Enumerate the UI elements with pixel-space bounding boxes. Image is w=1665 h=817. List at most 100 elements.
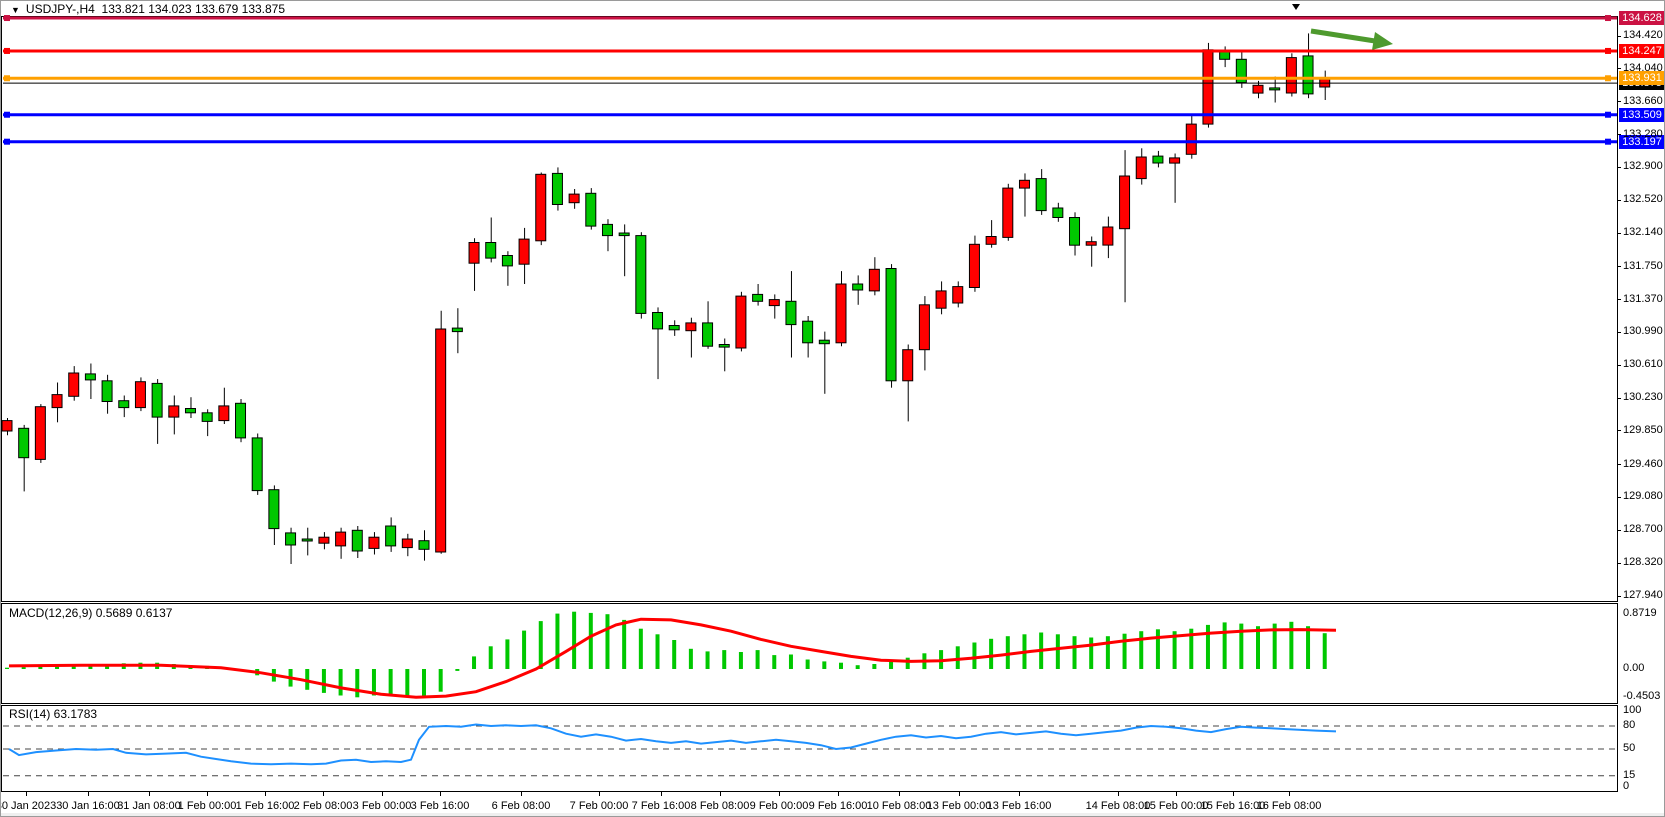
rsi-level-label: 50: [1623, 742, 1636, 754]
macd-histogram-bar: [88, 665, 93, 669]
candle-body: [1002, 187, 1014, 238]
candle-body: [268, 489, 280, 530]
macd-histogram-bar: [505, 639, 510, 669]
time-tick-label: 1 Feb 16:00: [235, 800, 295, 812]
price-tick-mark: [1617, 563, 1621, 564]
time-tick-mark: [149, 792, 150, 796]
hline-handle-right[interactable]: [1605, 75, 1611, 82]
hline-handle-left[interactable]: [4, 111, 10, 118]
time-tick-mark: [265, 792, 266, 796]
macd-pane[interactable]: [1, 603, 1665, 704]
candle-body: [51, 394, 63, 409]
hline-handle-left[interactable]: [4, 47, 10, 54]
candle-body: [601, 223, 613, 237]
candle-body: [435, 328, 447, 553]
time-tick-label: 7 Feb 00:00: [569, 800, 629, 812]
macd-histogram-bar: [388, 669, 393, 697]
price-tick-mark: [1617, 134, 1621, 135]
price-tick-mark: [1617, 68, 1621, 69]
macd-histogram-bar: [522, 630, 527, 669]
window-bottom-edge: [1, 813, 1664, 816]
time-tick-label: 15 Feb 00:00: [1143, 800, 1209, 812]
time-tick-label: 2 Feb 08:00: [293, 800, 353, 812]
chart-title: ▼ USDJPY-,H4 133.821 134.023 133.679 133.…: [11, 2, 285, 16]
candle-body: [1169, 157, 1181, 164]
macd-histogram-bar: [638, 628, 643, 669]
time-axis: [1, 792, 1664, 816]
price-tick-mark: [1617, 200, 1621, 201]
rsi-line[interactable]: [8, 723, 1337, 766]
trend-arrow-head-icon[interactable]: [1372, 32, 1393, 50]
candle-body: [585, 192, 597, 227]
price-tick-label: 134.040: [1623, 62, 1663, 74]
candle-body: [835, 283, 847, 344]
macd-histogram-bar: [805, 659, 810, 669]
hline-handle-left[interactable]: [4, 75, 10, 82]
price-tick-label: 128.700: [1623, 523, 1663, 535]
macd-histogram-bar: [538, 621, 543, 669]
time-tick-label: 31 Jan 08:00: [117, 800, 181, 812]
macd-histogram-bar: [21, 667, 26, 669]
price-tick-label: 134.420: [1623, 29, 1663, 41]
price-tick-mark: [1617, 497, 1621, 498]
time-tick-mark: [1176, 792, 1177, 796]
macd-signal-line[interactable]: [8, 617, 1337, 699]
time-tick-label: 3 Feb 00:00: [352, 800, 412, 812]
macd-histogram-bar: [722, 650, 727, 669]
time-tick-mark: [521, 792, 522, 796]
time-tick-label: 16 Feb 08:00: [1256, 800, 1322, 812]
price-level-badge: 134.247: [1619, 44, 1664, 58]
time-tick-label: 30 Jan 2023: [0, 800, 57, 812]
candle-body: [1185, 123, 1197, 155]
macd-histogram-bar: [588, 612, 593, 669]
macd-histogram-bar: [839, 662, 843, 669]
hline-handle-right[interactable]: [1605, 47, 1611, 54]
candle-body: [184, 408, 196, 414]
hline-handle-left[interactable]: [4, 138, 10, 145]
macd-histogram-bar: [371, 669, 376, 696]
candle-body: [1035, 178, 1047, 212]
candle-body: [68, 372, 80, 397]
macd-histogram-bar: [1089, 637, 1094, 669]
chart-dropdown-icon[interactable]: ▼: [11, 5, 20, 15]
macd-histogram-bar: [972, 642, 977, 669]
macd-histogram-bar: [1122, 633, 1127, 669]
time-tick-mark: [440, 792, 441, 796]
candle-body: [968, 243, 980, 289]
price-tick-mark: [1617, 596, 1621, 597]
candle-body: [235, 402, 247, 439]
candle-body: [618, 232, 630, 237]
time-tick-mark: [207, 792, 208, 796]
candle-body: [251, 437, 263, 492]
chart-shift-marker-icon[interactable]: [1292, 4, 1300, 10]
candle-body: [935, 290, 947, 309]
macd-pane-border: [1, 603, 1618, 704]
price-tick-label: 132.900: [1623, 160, 1663, 172]
candle-body: [418, 540, 430, 550]
rsi-pane[interactable]: [1, 705, 1665, 792]
price-tick-mark: [1617, 430, 1621, 431]
time-tick-label: 8 Feb 08:00: [690, 800, 750, 812]
time-tick-mark: [323, 792, 324, 796]
hline-handle-left[interactable]: [4, 15, 10, 22]
candle-body: [351, 529, 363, 552]
candle-body: [1102, 226, 1114, 246]
hline-handle-right[interactable]: [1605, 15, 1611, 22]
candle-body: [468, 242, 480, 264]
candle-body: [685, 322, 697, 332]
candle-body: [668, 325, 680, 331]
hline-handle-right[interactable]: [1605, 111, 1611, 118]
hline-handle-right[interactable]: [1605, 138, 1611, 145]
price-chart-pane[interactable]: [1, 1, 1665, 603]
macd-histogram-bar: [738, 652, 743, 669]
price-tick-mark: [1617, 233, 1621, 234]
candle-body: [101, 380, 113, 402]
macd-histogram-bar: [872, 664, 877, 669]
candle-body: [318, 536, 330, 544]
candle-body: [335, 531, 347, 547]
trend-arrow[interactable]: [1310, 28, 1376, 44]
candle-body: [568, 193, 580, 204]
candle-body: [1135, 156, 1147, 180]
time-tick-mark: [1233, 792, 1234, 796]
time-tick-mark: [1118, 792, 1119, 796]
